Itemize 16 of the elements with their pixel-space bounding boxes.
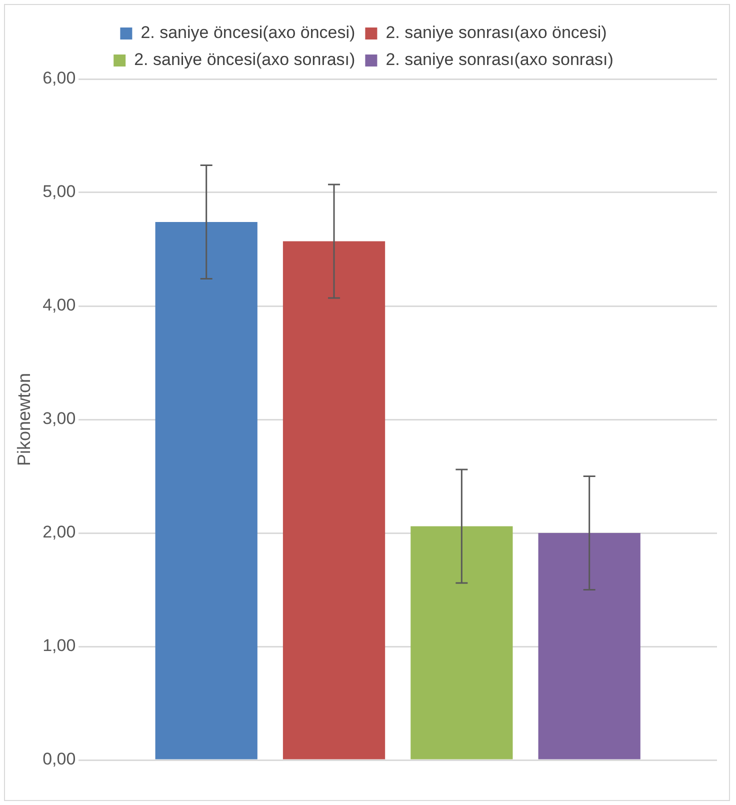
legend-label: 2. saniye öncesi(axo sonrası) — [134, 50, 356, 70]
y-tick-label: 5,00 — [42, 182, 76, 202]
y-tick-label: 6,00 — [42, 68, 76, 88]
y-tick-label: 2,00 — [42, 522, 76, 542]
y-tick-label: 1,00 — [42, 636, 76, 656]
legend-label: 2. saniye sonrası(axo öncesi) — [386, 23, 607, 42]
bar — [155, 222, 258, 760]
legend-label: 2. saniye öncesi(axo öncesi) — [140, 23, 356, 42]
bar — [538, 533, 640, 760]
y-tick-label: 4,00 — [42, 296, 76, 315]
y-tick-label: 0,00 — [42, 750, 76, 769]
legend-label: 2. saniye sonrası(axo sonrası) — [386, 50, 614, 70]
y-tick-label: 3,00 — [42, 409, 76, 428]
bar — [410, 526, 513, 760]
y-axis-title: Pikonewton — [14, 372, 34, 466]
bar — [282, 241, 386, 760]
